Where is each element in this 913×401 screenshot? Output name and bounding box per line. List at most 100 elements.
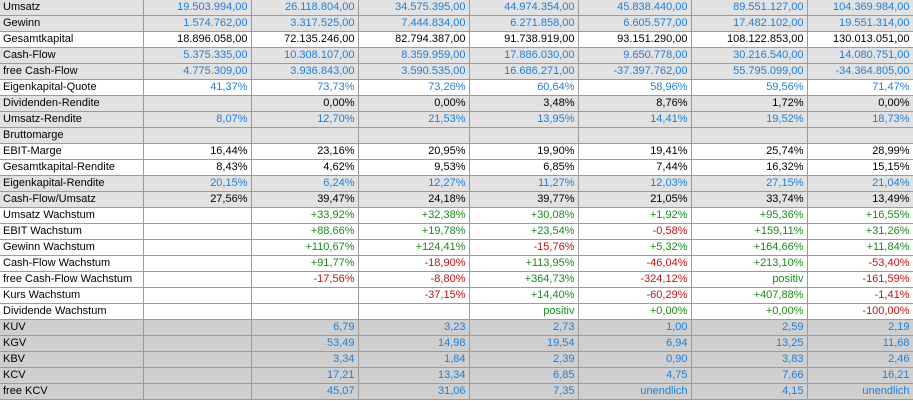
table-cell[interactable]: 1,72% xyxy=(691,95,808,112)
table-cell[interactable]: -17,56% xyxy=(251,271,359,288)
table-cell[interactable] xyxy=(143,207,252,224)
table-cell[interactable]: +95,36% xyxy=(691,207,808,224)
table-cell[interactable]: 7,35 xyxy=(469,383,579,400)
row-label[interactable]: Gesamtkapital-Rendite xyxy=(0,159,144,176)
table-cell[interactable]: 45.838.440,00 xyxy=(578,0,692,16)
table-cell[interactable]: +32,38% xyxy=(358,207,470,224)
table-cell[interactable]: 13,34 xyxy=(358,367,470,384)
table-cell[interactable]: +5,32% xyxy=(578,239,692,256)
row-label[interactable]: Kurs Wachstum xyxy=(0,287,144,304)
table-cell[interactable]: 19.503.994,00 xyxy=(143,0,252,16)
table-cell[interactable]: 12,70% xyxy=(251,111,359,128)
table-cell[interactable]: 18,73% xyxy=(807,111,913,128)
table-cell[interactable] xyxy=(143,351,252,368)
table-cell[interactable] xyxy=(691,127,808,144)
row-label[interactable]: EBIT Wachstum xyxy=(0,223,144,240)
table-cell[interactable]: +14,40% xyxy=(469,287,579,304)
table-cell[interactable]: 6.271.858,00 xyxy=(469,15,579,32)
table-cell[interactable]: +213,10% xyxy=(691,255,808,272)
table-cell[interactable]: 16,44% xyxy=(143,143,252,160)
table-cell[interactable] xyxy=(251,127,359,144)
row-label[interactable]: free Cash-Flow Wachstum xyxy=(0,271,144,288)
table-cell[interactable]: 4,75 xyxy=(578,367,692,384)
table-cell[interactable]: 82.794.387,00 xyxy=(358,31,470,48)
table-cell[interactable]: -37,15% xyxy=(358,287,470,304)
table-cell[interactable]: 3,34 xyxy=(251,351,359,368)
table-cell[interactable]: 27,15% xyxy=(691,175,808,192)
table-cell[interactable]: 8.359.959,00 xyxy=(358,47,470,64)
table-cell[interactable]: 2,59 xyxy=(691,319,808,336)
table-cell[interactable]: +407,88% xyxy=(691,287,808,304)
table-cell[interactable] xyxy=(469,127,579,144)
table-cell[interactable]: 10.308.107,00 xyxy=(251,47,359,64)
table-cell[interactable]: 24,18% xyxy=(358,191,470,208)
table-cell[interactable]: 19,52% xyxy=(691,111,808,128)
table-cell[interactable]: unendlich xyxy=(578,383,692,400)
table-cell[interactable]: 8,43% xyxy=(143,159,252,176)
table-cell[interactable]: 8,76% xyxy=(578,95,692,112)
table-cell[interactable]: 17.886.030,00 xyxy=(469,47,579,64)
row-label[interactable]: free Cash-Flow xyxy=(0,63,144,80)
table-cell[interactable]: 27,56% xyxy=(143,191,252,208)
table-cell[interactable]: 18.896.058,00 xyxy=(143,31,252,48)
table-cell[interactable]: 14,98 xyxy=(358,335,470,352)
table-cell[interactable]: 91.738.919,00 xyxy=(469,31,579,48)
table-cell[interactable]: +19,78% xyxy=(358,223,470,240)
table-cell[interactable]: +110,67% xyxy=(251,239,359,256)
table-cell[interactable]: 73,26% xyxy=(358,79,470,96)
row-label[interactable]: Umsatz xyxy=(0,0,144,16)
table-cell[interactable]: +11,84% xyxy=(807,239,913,256)
table-cell[interactable]: -100,00% xyxy=(807,303,913,320)
table-cell[interactable]: 6,94 xyxy=(578,335,692,352)
table-cell[interactable]: 19.551.314,00 xyxy=(807,15,913,32)
table-cell[interactable] xyxy=(143,255,252,272)
table-cell[interactable]: 60,64% xyxy=(469,79,579,96)
table-cell[interactable]: 23,16% xyxy=(251,143,359,160)
table-cell[interactable]: 7,44% xyxy=(578,159,692,176)
table-cell[interactable]: 93.151.290,00 xyxy=(578,31,692,48)
table-cell[interactable]: +88,66% xyxy=(251,223,359,240)
table-cell[interactable]: 3.936.843,00 xyxy=(251,63,359,80)
table-cell[interactable]: 89.551.127,00 xyxy=(691,0,808,16)
table-cell[interactable]: +0,00% xyxy=(691,303,808,320)
table-cell[interactable]: 2,73 xyxy=(469,319,579,336)
table-cell[interactable] xyxy=(358,127,470,144)
table-cell[interactable] xyxy=(143,319,252,336)
table-cell[interactable]: 0,00% xyxy=(807,95,913,112)
row-label[interactable]: Cash-Flow xyxy=(0,47,144,64)
table-cell[interactable]: -60,29% xyxy=(578,287,692,304)
table-cell[interactable]: 3,48% xyxy=(469,95,579,112)
table-cell[interactable] xyxy=(143,287,252,304)
table-cell[interactable]: 1.574.762,00 xyxy=(143,15,252,32)
table-cell[interactable]: 17.482.102,00 xyxy=(691,15,808,32)
table-cell[interactable]: 21,53% xyxy=(358,111,470,128)
table-cell[interactable]: 7,66 xyxy=(691,367,808,384)
table-cell[interactable]: 2,46 xyxy=(807,351,913,368)
table-cell[interactable]: 33,74% xyxy=(691,191,808,208)
table-cell[interactable]: -46,04% xyxy=(578,255,692,272)
table-cell[interactable]: -15,76% xyxy=(469,239,579,256)
table-cell[interactable]: 6.605.577,00 xyxy=(578,15,692,32)
table-cell[interactable]: 130.013.051,00 xyxy=(807,31,913,48)
row-label[interactable]: EBIT-Marge xyxy=(0,143,144,160)
table-cell[interactable]: -37.397.762,00 xyxy=(578,63,692,80)
table-cell[interactable]: 25,74% xyxy=(691,143,808,160)
table-cell[interactable]: 20,15% xyxy=(143,175,252,192)
table-cell[interactable]: +33,92% xyxy=(251,207,359,224)
table-cell[interactable]: -34.364.805,00 xyxy=(807,63,913,80)
row-label[interactable]: Umsatz-Rendite xyxy=(0,111,144,128)
table-cell[interactable] xyxy=(143,223,252,240)
table-cell[interactable]: 19,54 xyxy=(469,335,579,352)
row-label[interactable]: Dividende Wachstum xyxy=(0,303,144,320)
table-cell[interactable]: 72.135.246,00 xyxy=(251,31,359,48)
table-cell[interactable]: 55.795.099,00 xyxy=(691,63,808,80)
table-cell[interactable]: 59,56% xyxy=(691,79,808,96)
table-cell[interactable]: 21,04% xyxy=(807,175,913,192)
table-cell[interactable]: +164,66% xyxy=(691,239,808,256)
table-cell[interactable]: 14.080.751,00 xyxy=(807,47,913,64)
table-cell[interactable]: 11,27% xyxy=(469,175,579,192)
table-cell[interactable]: +16,55% xyxy=(807,207,913,224)
table-cell[interactable]: positiv xyxy=(691,271,808,288)
table-cell[interactable]: +124,41% xyxy=(358,239,470,256)
table-cell[interactable]: 6,85% xyxy=(469,159,579,176)
